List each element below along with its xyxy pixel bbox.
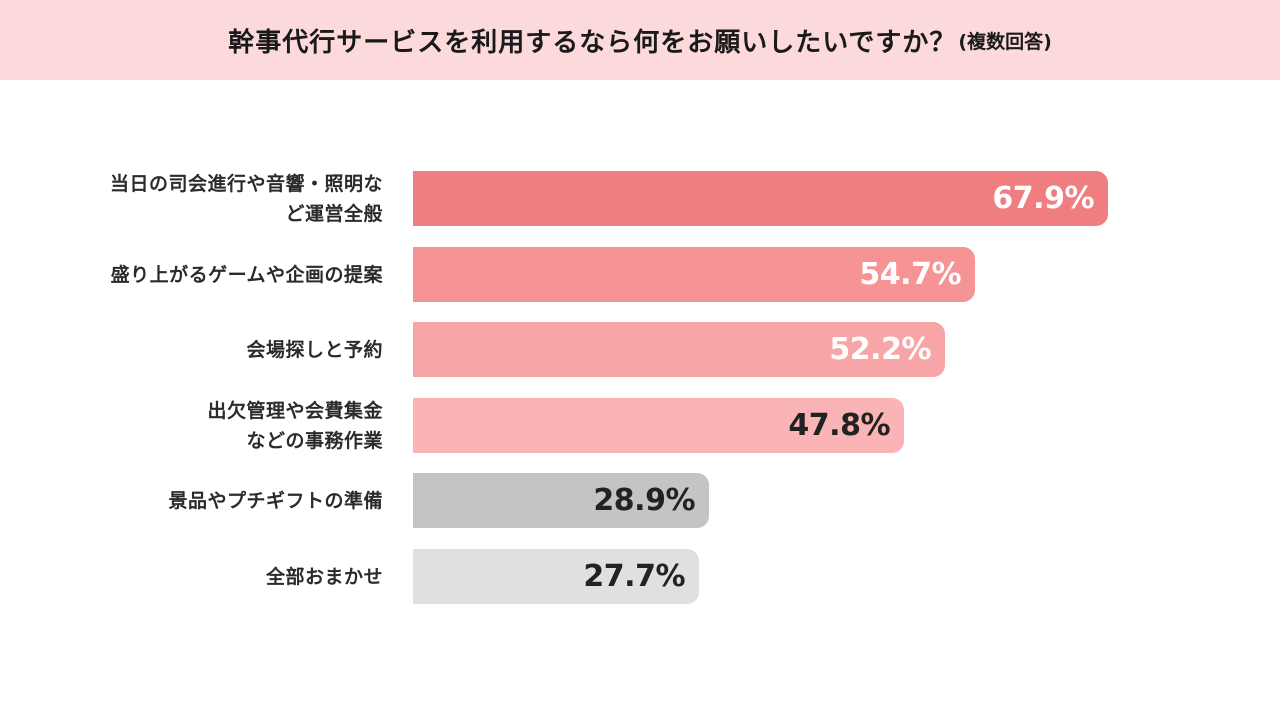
bar: 54.7% — [413, 247, 975, 302]
value-label: 67.9% — [992, 181, 1094, 216]
chart-row: 当日の司会進行や音響・照明な ど運営全般 67.9% — [0, 171, 1280, 226]
bar: 28.9% — [413, 473, 709, 528]
bar: 52.2% — [413, 322, 945, 377]
chart-row: 出欠管理や会費集金 などの事務作業 47.8% — [0, 398, 1280, 453]
value-label: 28.9% — [593, 483, 695, 518]
chart-row: 全部おまかせ 27.7% — [0, 549, 1280, 604]
category-label: 出欠管理や会費集金 などの事務作業 — [207, 399, 383, 452]
value-label: 47.8% — [788, 408, 890, 443]
chart-row: 盛り上がるゲームや企画の提案 54.7% — [0, 247, 1280, 302]
category-label: 盛り上がるゲームや企画の提案 — [110, 263, 383, 286]
chart-row: 会場探しと予約 52.2% — [0, 322, 1280, 377]
value-label: 54.7% — [859, 257, 961, 292]
title-banner: 幹事代行サービスを利用するなら何をお願いしたいですか？ (複数回答) — [0, 0, 1280, 80]
bar: 27.7% — [413, 549, 699, 604]
value-label: 52.2% — [829, 332, 931, 367]
category-label: 当日の司会進行や音響・照明な ど運営全般 — [109, 172, 383, 225]
chart-subtitle: (複数回答) — [958, 30, 1052, 53]
chart-row: 景品やプチギフトの準備 28.9% — [0, 473, 1280, 528]
bar: 47.8% — [413, 398, 904, 453]
value-label: 27.7% — [583, 559, 685, 594]
category-label: 会場探しと予約 — [246, 338, 383, 361]
category-label: 全部おまかせ — [265, 565, 383, 588]
category-label: 景品やプチギフトの準備 — [168, 489, 383, 512]
bar: 67.9% — [413, 171, 1108, 226]
chart-title: 幹事代行サービスを利用するなら何をお願いしたいですか？ — [228, 27, 957, 58]
